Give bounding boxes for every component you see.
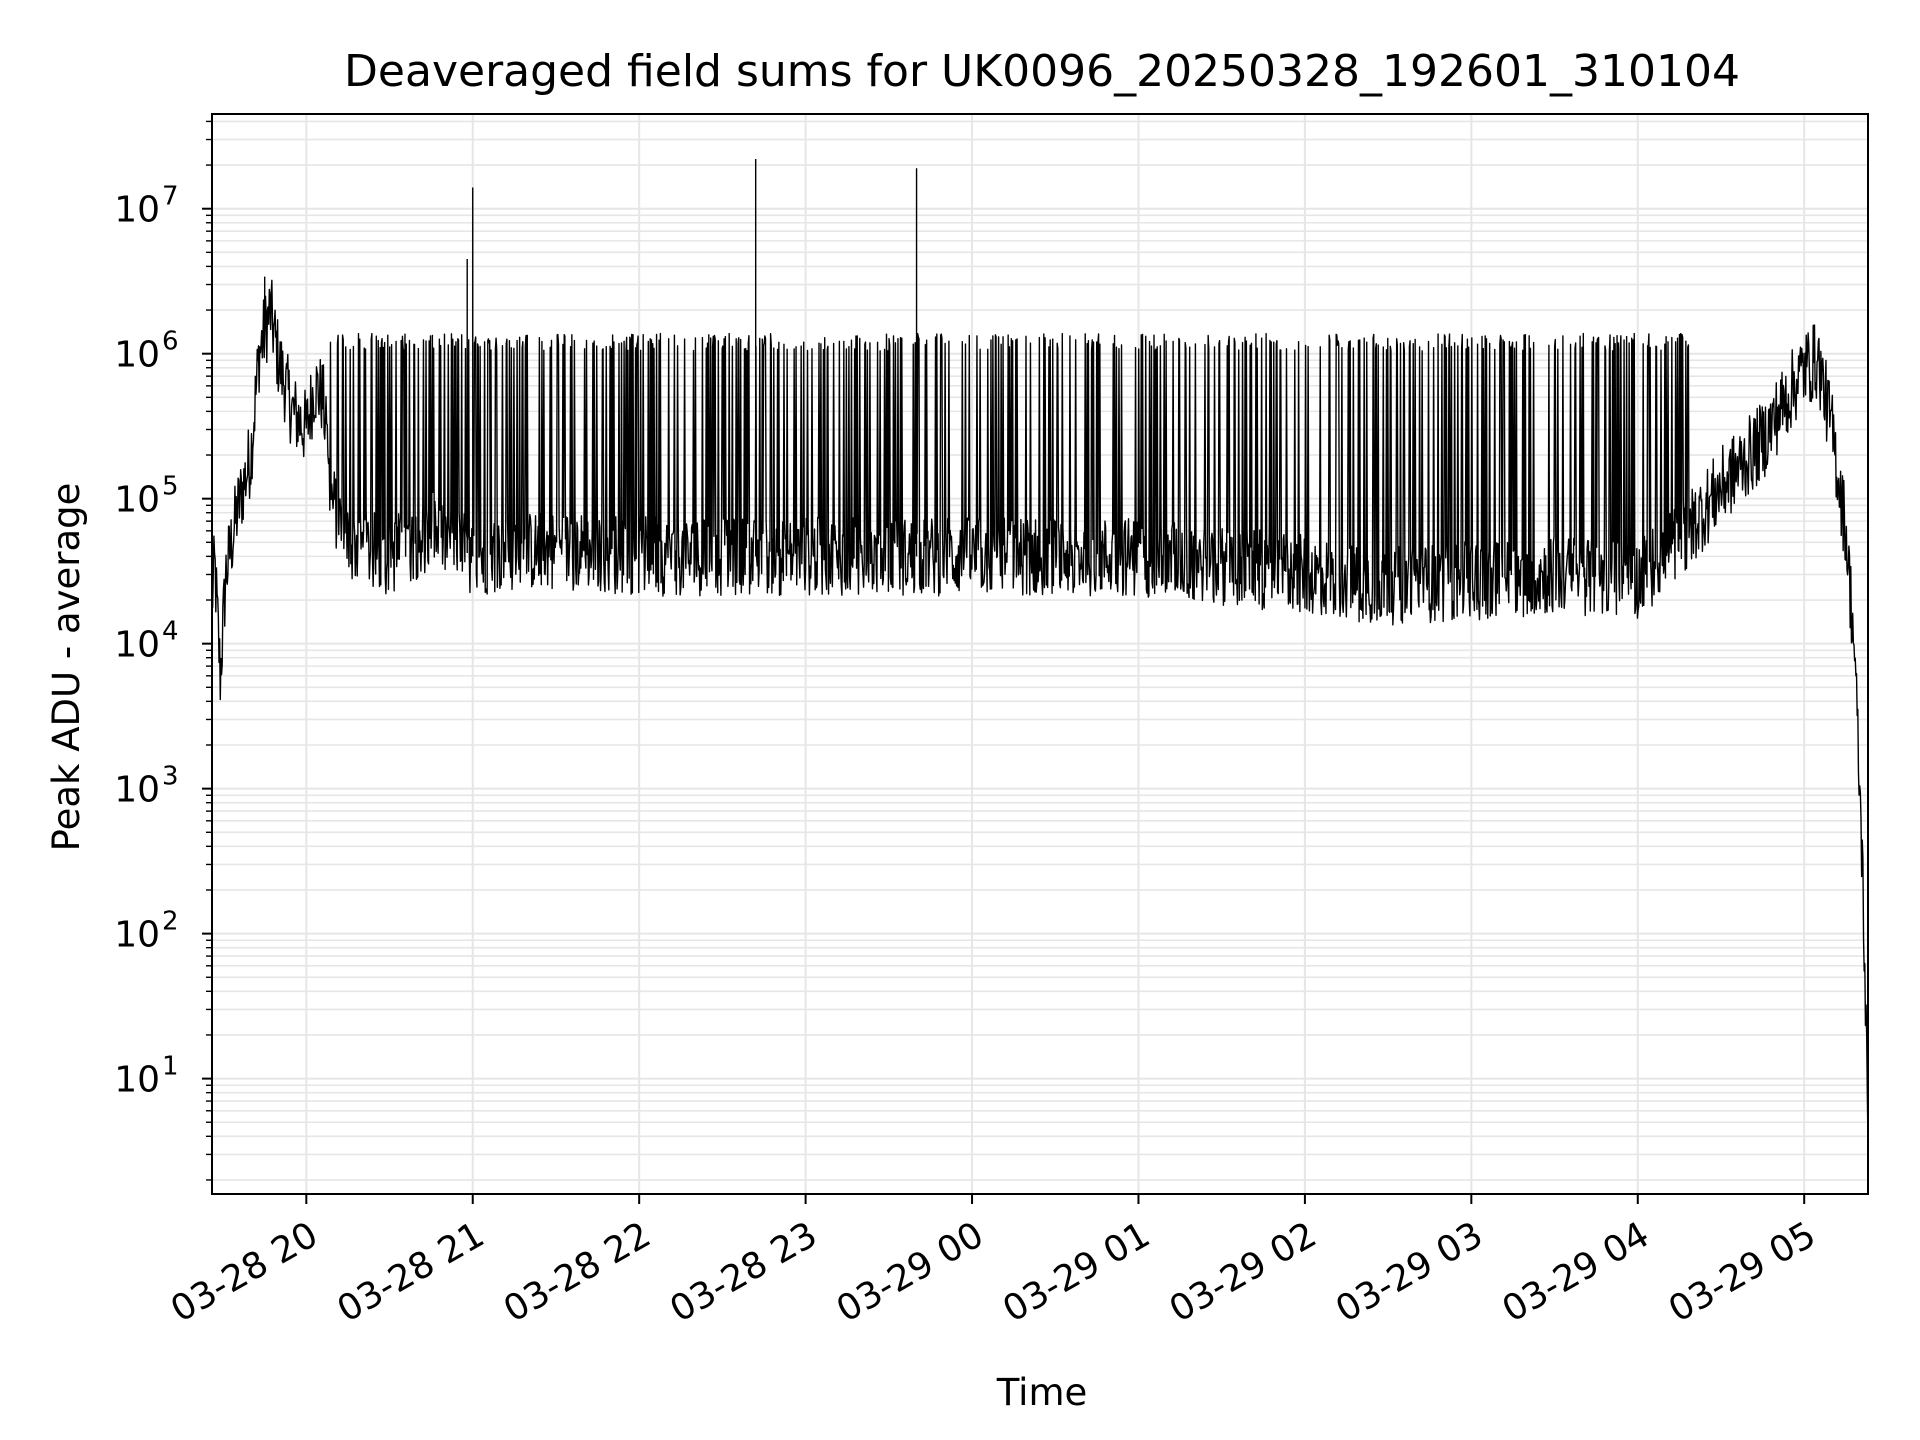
- plot-frame: [211, 113, 1869, 1195]
- y-tick-label: 10: [114, 190, 160, 231]
- y-tick-exponent: 2: [162, 907, 179, 937]
- series-line: [211, 159, 1869, 1145]
- series: [211, 159, 1869, 1145]
- y-tick-label: 10: [114, 915, 160, 956]
- chart-title: Deaveraged field sums for UK0096_2025032…: [344, 46, 1740, 97]
- y-tick-label: 10: [114, 770, 160, 811]
- y-tick-exponent: 5: [162, 472, 179, 502]
- y-axis-label: Peak ADU - average: [45, 483, 88, 852]
- y-tick-label: 10: [114, 625, 160, 666]
- y-tick-exponent: 6: [162, 327, 179, 357]
- y-tick-exponent: 3: [162, 762, 179, 792]
- y-tick-label: 10: [114, 1060, 160, 1101]
- y-tick-label: 10: [114, 480, 160, 521]
- grid: [212, 114, 1868, 1194]
- y-tick-exponent: 7: [162, 182, 179, 212]
- y-tick-exponent: 1: [162, 1052, 179, 1082]
- y-tick-exponent: 4: [162, 617, 179, 647]
- x-axis-label: Time: [996, 1371, 1088, 1414]
- y-tick-label: 10: [114, 335, 160, 376]
- axes: [211, 113, 1869, 1195]
